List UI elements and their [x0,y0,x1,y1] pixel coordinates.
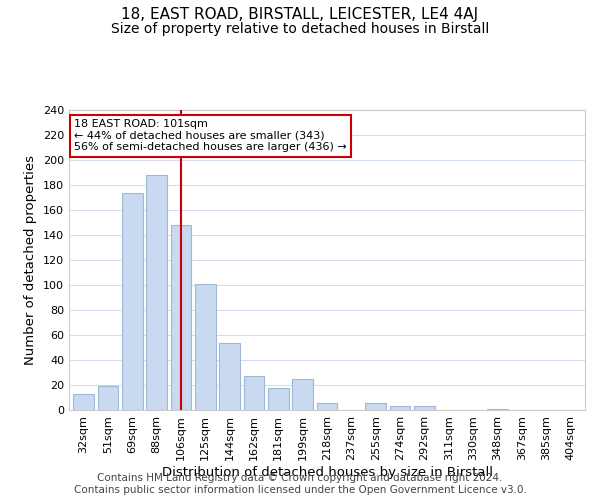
X-axis label: Distribution of detached houses by size in Birstall: Distribution of detached houses by size … [161,466,493,478]
Bar [170,225,191,410]
Bar [73,394,94,410]
Bar [195,284,215,410]
Bar [146,175,167,410]
Y-axis label: Number of detached properties: Number of detached properties [25,155,37,365]
Bar [219,342,240,410]
Bar [292,379,313,410]
Bar [98,386,118,410]
Bar [414,406,435,410]
Bar [268,388,289,410]
Text: 18, EAST ROAD, BIRSTALL, LEICESTER, LE4 4AJ: 18, EAST ROAD, BIRSTALL, LEICESTER, LE4 … [121,8,479,22]
Bar [365,402,386,410]
Text: 18 EAST ROAD: 101sqm
← 44% of detached houses are smaller (343)
56% of semi-deta: 18 EAST ROAD: 101sqm ← 44% of detached h… [74,119,347,152]
Text: Contains HM Land Registry data © Crown copyright and database right 2024.
Contai: Contains HM Land Registry data © Crown c… [74,474,526,495]
Bar [244,376,265,410]
Bar [317,402,337,410]
Bar [122,192,143,410]
Text: Size of property relative to detached houses in Birstall: Size of property relative to detached ho… [111,22,489,36]
Bar [487,409,508,410]
Bar [389,406,410,410]
